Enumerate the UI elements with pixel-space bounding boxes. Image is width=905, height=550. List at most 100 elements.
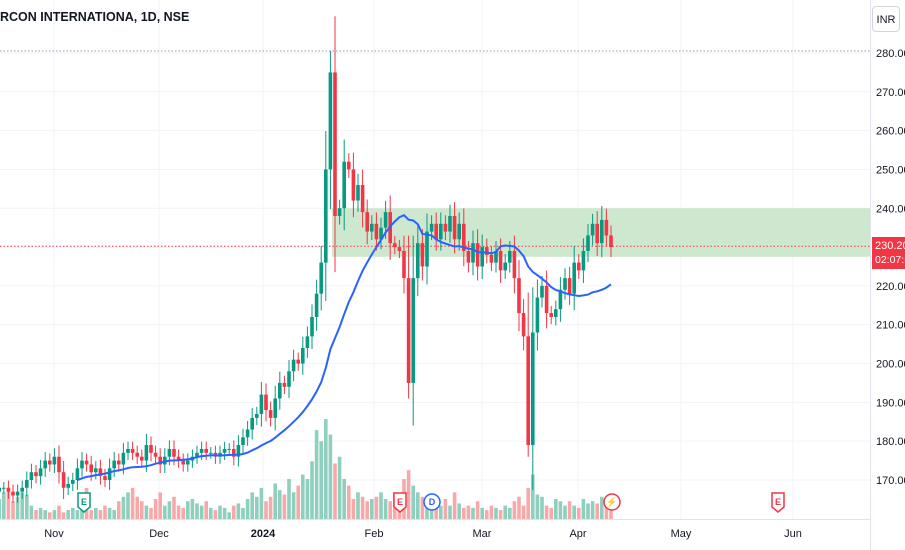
volume-bar: [347, 485, 351, 519]
event-markers[interactable]: E E D ⚡ E: [77, 492, 785, 513]
candle-body: [590, 223, 595, 236]
volume-bar: [232, 505, 236, 519]
candle: [250, 407, 254, 440]
candle-body: [489, 254, 494, 263]
volume-bar: [57, 505, 61, 519]
volume-bar: [595, 503, 599, 519]
price-tick-label: 210.00: [876, 320, 905, 332]
candle: [34, 465, 38, 484]
volume-bar: [531, 474, 535, 519]
event-marker[interactable]: ⚡: [603, 493, 621, 511]
event-marker[interactable]: D: [423, 493, 441, 511]
candle-body: [195, 452, 199, 457]
grid-lines: [0, 0, 870, 519]
candle-body: [268, 410, 273, 418]
last-price-label: 230.20: [875, 240, 905, 252]
event-badge: [423, 493, 441, 511]
candle-body: [232, 448, 236, 457]
candle-body: [462, 223, 466, 251]
candle: [98, 459, 103, 485]
candle-body: [379, 227, 383, 240]
candle-body: [347, 161, 351, 170]
candle: [604, 208, 609, 247]
candle: [195, 445, 199, 464]
candle: [135, 445, 139, 464]
candle: [130, 441, 135, 461]
candle-body: [314, 293, 319, 317]
volume-bar: [604, 501, 609, 519]
candle-body: [503, 262, 507, 271]
candle: [273, 385, 277, 431]
volume-bar: [420, 496, 425, 519]
volume-bar: [301, 474, 305, 519]
candle-body: [429, 223, 434, 232]
event-letter: D: [429, 497, 436, 507]
currency-button[interactable]: INR: [872, 6, 900, 32]
volume-bar: [498, 510, 503, 519]
volume-bar: [480, 507, 484, 519]
price-tick-label: 240.00: [876, 203, 905, 215]
time-tick-label: Mar: [473, 528, 492, 540]
candle-body: [107, 468, 112, 480]
candle: [158, 448, 162, 474]
volume-bar: [107, 507, 112, 519]
candle: [80, 452, 84, 477]
candle-body: [512, 250, 517, 279]
candle: [94, 461, 98, 480]
candle: [595, 211, 599, 256]
candle: [420, 229, 425, 281]
volume-bar: [411, 485, 415, 519]
candle-body: [324, 169, 328, 263]
event-marker[interactable]: E: [393, 492, 407, 513]
candle: [20, 480, 24, 499]
volume-bar: [526, 487, 530, 519]
volume-bar: [6, 487, 11, 519]
candle-body: [135, 452, 139, 457]
candle-body: [75, 468, 80, 480]
candle-body: [360, 184, 365, 213]
candle-body: [581, 250, 586, 271]
volume-bar: [577, 507, 581, 519]
price-tick-label: 280.00: [876, 48, 905, 60]
candle: [489, 246, 494, 272]
candle-body: [319, 262, 323, 294]
candle: [52, 448, 57, 474]
event-badge: [771, 492, 785, 513]
volume-bar: [342, 479, 346, 519]
volume-bar: [558, 501, 563, 519]
candle: [126, 441, 130, 461]
candle: [38, 459, 43, 485]
event-marker[interactable]: E: [771, 492, 785, 513]
candle: [549, 305, 553, 325]
candle: [255, 406, 259, 426]
candle: [324, 131, 328, 302]
candle-body: [448, 216, 452, 232]
candle-body: [420, 243, 425, 267]
volume-bar: [452, 492, 457, 519]
candle-body: [356, 184, 360, 201]
candle: [296, 352, 300, 371]
candle-body: [411, 278, 415, 383]
candle-body: [282, 382, 287, 387]
candle: [153, 445, 158, 464]
event-marker[interactable]: E: [77, 492, 91, 513]
candle: [149, 436, 153, 462]
candle: [333, 16, 337, 273]
candle-body: [43, 460, 47, 469]
volume-bar: [365, 501, 369, 519]
volume-bar: [305, 479, 310, 519]
candle-body: [25, 480, 29, 488]
event-badge: [603, 493, 621, 511]
price-tick-label: 190.00: [876, 397, 905, 409]
candle-body: [52, 456, 57, 465]
volume-bar: [94, 507, 98, 519]
time-axis[interactable]: Nov Dec 2024 Feb Mar Apr May Jun: [44, 528, 802, 540]
volume-bar: [370, 499, 374, 519]
volume-bar: [485, 510, 489, 519]
volume-bar: [448, 505, 452, 519]
volume-bar: [494, 507, 498, 519]
volume-bar: [590, 501, 595, 519]
volume-bar: [314, 430, 319, 519]
candle-body: [586, 235, 590, 251]
